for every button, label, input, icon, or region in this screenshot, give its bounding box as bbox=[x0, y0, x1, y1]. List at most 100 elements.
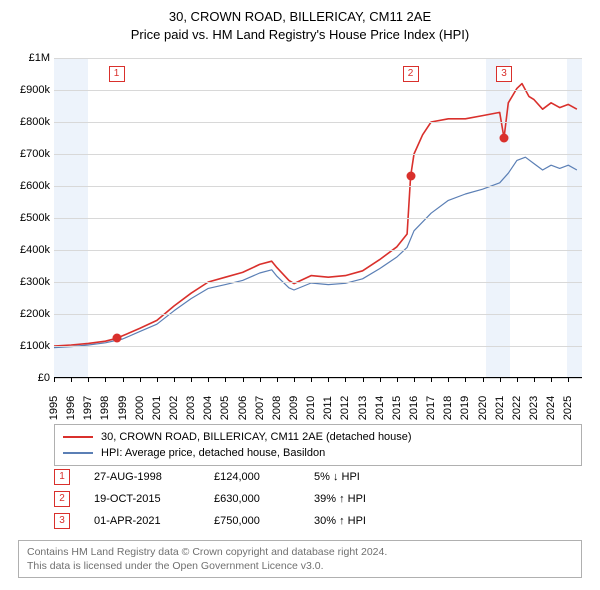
gridline bbox=[54, 90, 582, 91]
x-tick-label: 2017 bbox=[425, 393, 437, 423]
gridline bbox=[54, 346, 582, 347]
x-tick-label: 2008 bbox=[271, 393, 283, 423]
x-tick-label: 2013 bbox=[357, 393, 369, 423]
gridline bbox=[54, 122, 582, 123]
x-tick-label: 1999 bbox=[117, 393, 129, 423]
event-marker bbox=[406, 172, 415, 181]
legend-swatch bbox=[63, 436, 93, 438]
events-table: 127-AUG-1998£124,0005% ↓ HPI219-OCT-2015… bbox=[54, 466, 404, 532]
x-tick-mark bbox=[568, 378, 569, 382]
x-tick-mark bbox=[243, 378, 244, 382]
y-tick-label: £500k bbox=[12, 212, 50, 224]
y-tick-label: £100k bbox=[12, 340, 50, 352]
x-tick-label: 2007 bbox=[254, 393, 266, 423]
x-tick-mark bbox=[380, 378, 381, 382]
event-price: £750,000 bbox=[214, 515, 314, 527]
y-tick-label: £200k bbox=[12, 308, 50, 320]
event-marker bbox=[500, 134, 509, 143]
event-number: 1 bbox=[54, 469, 70, 485]
x-tick-mark bbox=[174, 378, 175, 382]
gridline bbox=[54, 282, 582, 283]
x-tick-label: 2014 bbox=[374, 393, 386, 423]
chart-container: 30, CROWN ROAD, BILLERICAY, CM11 2AE Pri… bbox=[0, 0, 600, 590]
x-tick-label: 1998 bbox=[99, 393, 111, 423]
x-tick-mark bbox=[311, 378, 312, 382]
x-tick-mark bbox=[448, 378, 449, 382]
event-delta: 30% ↑ HPI bbox=[314, 515, 404, 527]
event-date: 01-APR-2021 bbox=[94, 515, 214, 527]
event-row: 3 01-APR-2021£750,00030% ↑ HPI bbox=[54, 510, 404, 532]
x-tick-label: 2012 bbox=[339, 393, 351, 423]
x-tick-label: 2016 bbox=[408, 393, 420, 423]
y-tick-label: £400k bbox=[12, 244, 50, 256]
legend-swatch bbox=[63, 452, 93, 454]
y-tick-label: £900k bbox=[12, 84, 50, 96]
title-line-2: Price paid vs. HM Land Registry's House … bbox=[0, 26, 600, 44]
x-tick-label: 2003 bbox=[185, 393, 197, 423]
x-tick-mark bbox=[294, 378, 295, 382]
event-date: 27-AUG-1998 bbox=[94, 471, 214, 483]
event-price: £630,000 bbox=[214, 493, 314, 505]
title-line-1: 30, CROWN ROAD, BILLERICAY, CM11 2AE bbox=[0, 8, 600, 26]
event-delta: 5% ↓ HPI bbox=[314, 471, 404, 483]
gridline bbox=[54, 186, 582, 187]
event-number: 3 bbox=[54, 513, 70, 529]
x-tick-label: 2011 bbox=[322, 393, 334, 423]
event-number: 2 bbox=[54, 491, 70, 507]
x-tick-mark bbox=[260, 378, 261, 382]
gridline bbox=[54, 314, 582, 315]
x-tick-mark bbox=[517, 378, 518, 382]
gridline bbox=[54, 58, 582, 59]
x-tick-mark bbox=[345, 378, 346, 382]
x-tick-label: 2018 bbox=[442, 393, 454, 423]
x-tick-label: 2005 bbox=[219, 393, 231, 423]
x-tick-label: 2004 bbox=[202, 393, 214, 423]
license-line-2: This data is licensed under the Open Gov… bbox=[27, 559, 573, 573]
license-box: Contains HM Land Registry data © Crown c… bbox=[18, 540, 582, 578]
y-tick-label: £600k bbox=[12, 180, 50, 192]
chart-plot-area: £0£100k£200k£300k£400k£500k£600k£700k£80… bbox=[54, 58, 582, 378]
x-tick-label: 1997 bbox=[82, 393, 94, 423]
x-tick-mark bbox=[551, 378, 552, 382]
legend-row: HPI: Average price, detached house, Basi… bbox=[63, 445, 573, 461]
x-tick-label: 2019 bbox=[459, 393, 471, 423]
gridline bbox=[54, 218, 582, 219]
y-tick-label: £700k bbox=[12, 148, 50, 160]
license-line-1: Contains HM Land Registry data © Crown c… bbox=[27, 545, 573, 559]
x-tick-mark bbox=[363, 378, 364, 382]
y-tick-label: £1M bbox=[12, 52, 50, 64]
x-tick-mark bbox=[208, 378, 209, 382]
legend-text: 30, CROWN ROAD, BILLERICAY, CM11 2AE (de… bbox=[101, 431, 412, 443]
x-tick-label: 2024 bbox=[545, 393, 557, 423]
x-tick-mark bbox=[500, 378, 501, 382]
x-tick-label: 2022 bbox=[511, 393, 523, 423]
event-number-box: 1 bbox=[109, 66, 125, 82]
x-tick-mark bbox=[71, 378, 72, 382]
x-tick-mark bbox=[140, 378, 141, 382]
event-row: 127-AUG-1998£124,0005% ↓ HPI bbox=[54, 466, 404, 488]
gridline bbox=[54, 250, 582, 251]
legend-row: 30, CROWN ROAD, BILLERICAY, CM11 2AE (de… bbox=[63, 429, 573, 445]
x-tick-mark bbox=[328, 378, 329, 382]
y-tick-label: £300k bbox=[12, 276, 50, 288]
y-tick-label: £0 bbox=[12, 372, 50, 384]
x-tick-mark bbox=[88, 378, 89, 382]
gridline bbox=[54, 154, 582, 155]
event-number-box: 3 bbox=[496, 66, 512, 82]
event-marker bbox=[112, 334, 121, 343]
gridline bbox=[54, 378, 582, 379]
event-number-box: 2 bbox=[403, 66, 419, 82]
x-tick-mark bbox=[105, 378, 106, 382]
event-delta: 39% ↑ HPI bbox=[314, 493, 404, 505]
x-tick-mark bbox=[534, 378, 535, 382]
x-tick-mark bbox=[123, 378, 124, 382]
x-tick-mark bbox=[191, 378, 192, 382]
x-tick-mark bbox=[483, 378, 484, 382]
x-tick-label: 2006 bbox=[237, 393, 249, 423]
x-tick-label: 2021 bbox=[494, 393, 506, 423]
x-tick-mark bbox=[277, 378, 278, 382]
legend-box: 30, CROWN ROAD, BILLERICAY, CM11 2AE (de… bbox=[54, 424, 582, 466]
x-tick-mark bbox=[225, 378, 226, 382]
x-tick-mark bbox=[431, 378, 432, 382]
x-tick-mark bbox=[465, 378, 466, 382]
